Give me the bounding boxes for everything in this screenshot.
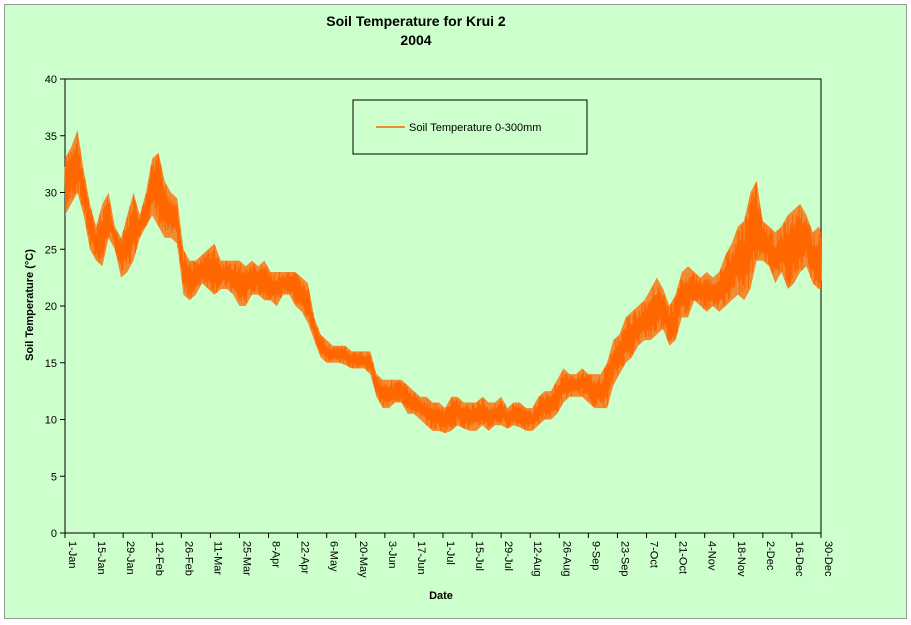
series-line bbox=[64, 133, 822, 433]
x-tick-label: 12-Feb bbox=[153, 541, 165, 576]
y-tick-label: 30 bbox=[45, 188, 57, 200]
x-tick-label: 4-Nov bbox=[706, 541, 718, 571]
chart-subtitle: 2004 bbox=[400, 32, 431, 48]
y-axis-label: Soil Temperature (°C) bbox=[24, 249, 36, 361]
legend: Soil Temperature 0-300mm bbox=[352, 99, 588, 155]
x-tick-label: 21-Oct bbox=[677, 541, 689, 574]
x-tick-label: 15-Jan bbox=[95, 541, 107, 575]
x-tick-label: 9-Sep bbox=[589, 541, 601, 570]
chart-area: Soil Temperature for Krui 2 2004 Soil Te… bbox=[4, 4, 907, 619]
y-tick-label: 10 bbox=[45, 415, 57, 427]
x-tick-label: 16-Dec bbox=[793, 541, 805, 577]
series-layer bbox=[64, 130, 822, 434]
x-tick-label: 3-Jun bbox=[386, 541, 398, 569]
x-tick-label: 29-Jul bbox=[502, 541, 514, 571]
y-tick-label: 0 bbox=[51, 528, 57, 540]
x-tick-label: 15-Jul bbox=[473, 541, 485, 571]
x-tick-label: 26-Aug bbox=[560, 541, 572, 576]
y-tick-label: 20 bbox=[45, 301, 57, 313]
y-tick-label: 5 bbox=[51, 471, 57, 483]
x-tick-label: 23-Sep bbox=[618, 541, 630, 576]
x-tick-label: 18-Nov bbox=[735, 541, 747, 577]
x-tick-label: 29-Jan bbox=[124, 541, 136, 575]
plot-area bbox=[64, 78, 822, 534]
legend-label: Soil Temperature 0-300mm bbox=[409, 122, 541, 134]
x-tick-label: 17-Jun bbox=[415, 541, 427, 575]
y-axis: 0 5 10 15 20 25 30 35 40 bbox=[45, 74, 65, 540]
y-tick-label: 25 bbox=[45, 244, 57, 256]
x-axis: 1-Jan 15-Jan 29-Jan 12-Feb 26-Feb 11-Mar 25-Ma… bbox=[64, 533, 834, 578]
y-tick-label: 40 bbox=[45, 74, 57, 86]
x-tick-label: 20-May bbox=[357, 541, 369, 578]
x-tick-label: 11-Mar bbox=[211, 541, 223, 575]
x-tick-label: 8-Apr bbox=[270, 541, 282, 568]
y-tick-label: 35 bbox=[45, 131, 57, 143]
x-tick-label: 1-Jul bbox=[444, 541, 456, 565]
x-tick-label: 7-Oct bbox=[648, 541, 660, 568]
x-tick-label: 12-Aug bbox=[531, 541, 543, 576]
chart-title: Soil Temperature for Krui 2 bbox=[326, 13, 506, 29]
x-axis-label: Date bbox=[429, 590, 453, 602]
x-tick-label: 2-Dec bbox=[764, 541, 776, 571]
x-tick-label: 26-Feb bbox=[182, 541, 194, 576]
x-tick-label: 6-May bbox=[328, 541, 340, 572]
chart-svg: Soil Temperature for Krui 2 2004 Soil Te… bbox=[24, 13, 834, 602]
x-tick-label: 25-Mar bbox=[240, 541, 252, 576]
x-tick-label: 30-Dec bbox=[822, 541, 834, 577]
x-tick-label: 1-Jan bbox=[66, 541, 78, 569]
y-tick-label: 15 bbox=[45, 358, 57, 370]
x-tick-label: 22-Apr bbox=[299, 541, 311, 574]
